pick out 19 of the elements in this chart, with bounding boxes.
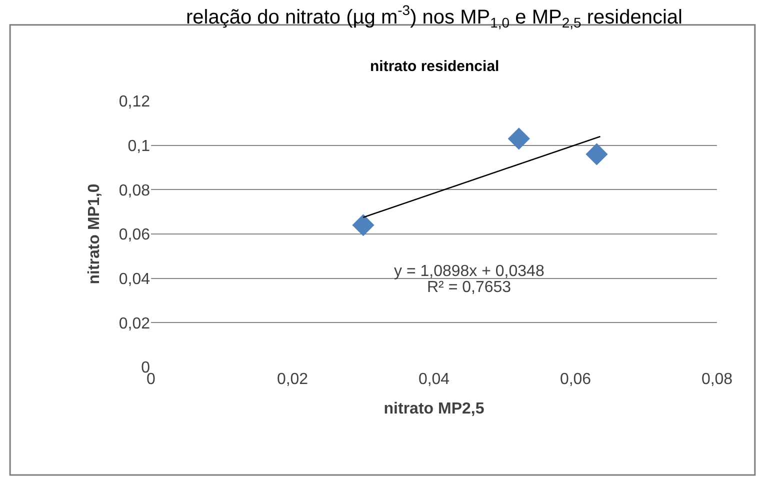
- x-axis-title: nitrato MP2,5: [384, 400, 484, 418]
- annotation: R² = 0,7653: [427, 279, 512, 296]
- point: [586, 143, 608, 166]
- point: [352, 214, 374, 236]
- x-tick-label: 0,06: [560, 371, 592, 388]
- y-tick-label: 0,12: [118, 94, 150, 111]
- chart-subtitle: relação do nitrato (µg m$^{-3}$) nos MP$_{1,0}$ e MP$_{2,5}$ residencial: [186, 2, 682, 31]
- x-tick-label: 0,04: [418, 371, 450, 388]
- annotation: y = 1,0898x + 0,0348: [394, 263, 544, 280]
- x-tick-label: 0,08: [701, 371, 733, 388]
- y-tick-label: 0,02: [118, 315, 150, 332]
- x-tick-label: 0,02: [276, 371, 308, 388]
- y-tick-label: 0,06: [118, 226, 150, 244]
- y-tick-label: 0,04: [118, 270, 150, 288]
- y-tick-label: 0,08: [118, 182, 150, 200]
- y-tick-label: 0,1: [128, 138, 150, 155]
- chart-title: nitrato residencial: [370, 58, 500, 75]
- point: [508, 128, 530, 150]
- y-axis-title: nitrato MP1,0: [86, 184, 103, 284]
